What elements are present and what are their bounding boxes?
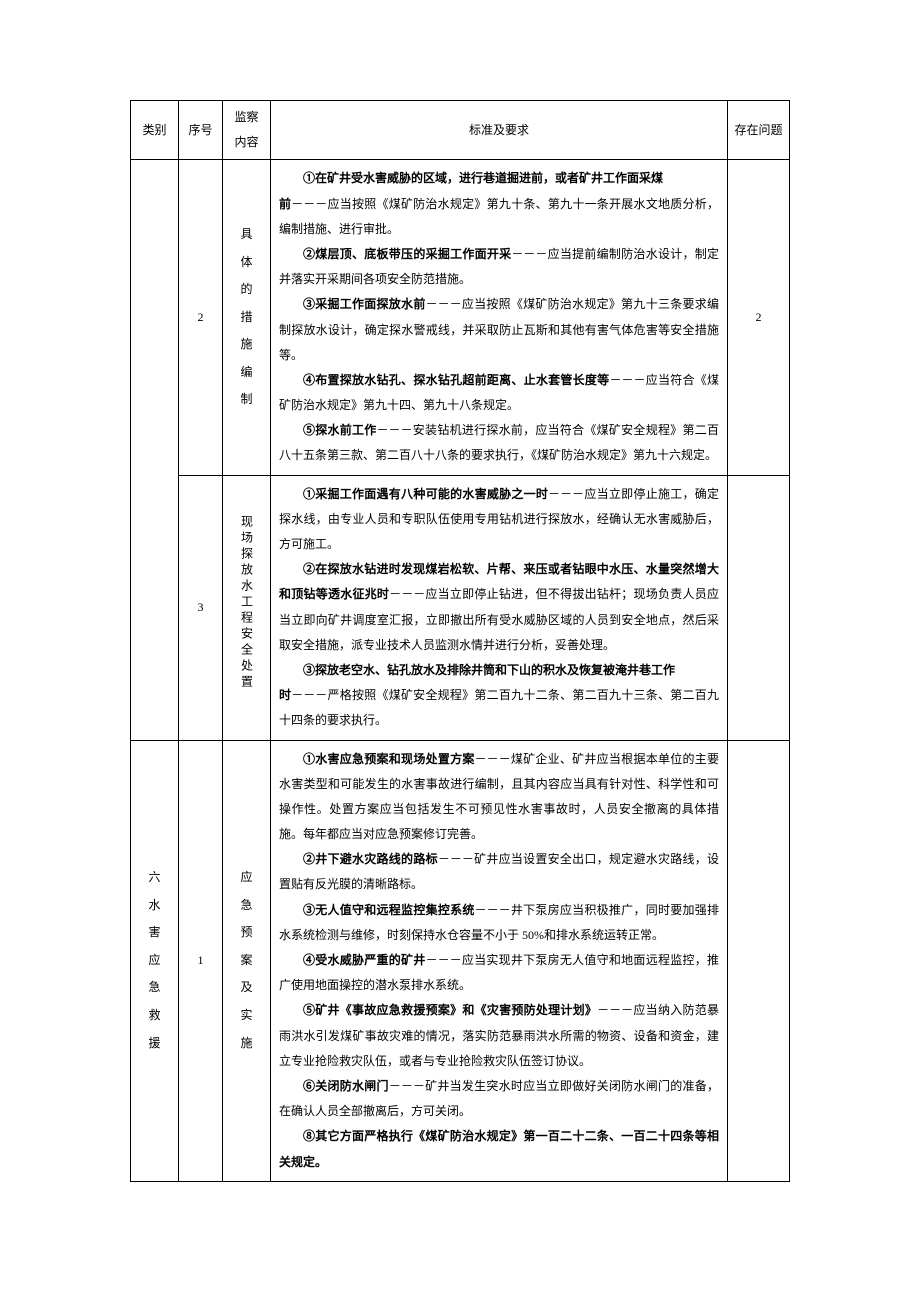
supervise-text-onsite: 现场探放水工程安全处置 (238, 515, 256, 691)
supervise-header-line2: 内容 (228, 130, 265, 155)
table-row: 六 水 害 应 急 救 援 1 应 急 预 案 及 实 施 (131, 740, 790, 1181)
col-header-standard: 标准及要求 (271, 101, 728, 160)
number-cell: 3 (179, 475, 223, 740)
supervise-header-line1: 监察 (228, 105, 265, 130)
regulation-table: 类别 序号 监察 内容 标准及要求 存在问题 2 具 体 的 措 施 编 (130, 100, 790, 1182)
table-header-row: 类别 序号 监察 内容 标准及要求 存在问题 (131, 101, 790, 160)
supervise-text-measures: 具 体 的 措 施 编 制 (228, 221, 265, 414)
standard-cell: ①在矿井受水害威胁的区域，进行巷道掘进前，或者矿井工作面采煤 前－－－应当按照《… (271, 160, 728, 475)
col-header-issue: 存在问题 (728, 101, 790, 160)
standard-cell: ①采掘工作面遇有八种可能的水害威胁之一时－－－应当立即停止施工，确定探水线，由专… (271, 475, 728, 740)
supervise-text-plan: 应 急 预 案 及 实 施 (228, 864, 265, 1057)
category-cell-emergency: 六 水 害 应 急 救 援 (131, 740, 179, 1181)
supervise-cell: 应 急 预 案 及 实 施 (223, 740, 271, 1181)
number-cell: 1 (179, 740, 223, 1181)
issue-cell: 2 (728, 160, 790, 475)
col-header-number: 序号 (179, 101, 223, 160)
table-row: 2 具 体 的 措 施 编 制 ①在矿井受水害威胁的区域，进行巷道掘进前，或者矿… (131, 160, 790, 475)
issue-cell (728, 740, 790, 1181)
number-cell: 2 (179, 160, 223, 475)
col-header-supervise: 监察 内容 (223, 101, 271, 160)
category-cell-empty (131, 160, 179, 740)
supervise-cell: 具 体 的 措 施 编 制 (223, 160, 271, 475)
table-row: 3 现场探放水工程安全处置 ①采掘工作面遇有八种可能的水害威胁之一时－－－应当立… (131, 475, 790, 740)
category-text-emergency: 六 水 害 应 急 救 援 (136, 864, 173, 1057)
issue-cell (728, 475, 790, 740)
col-header-category: 类别 (131, 101, 179, 160)
supervise-cell: 现场探放水工程安全处置 (223, 475, 271, 740)
standard-cell: ①水害应急预案和现场处置方案－－－煤矿企业、矿井应当根据本单位的主要水害类型和可… (271, 740, 728, 1181)
